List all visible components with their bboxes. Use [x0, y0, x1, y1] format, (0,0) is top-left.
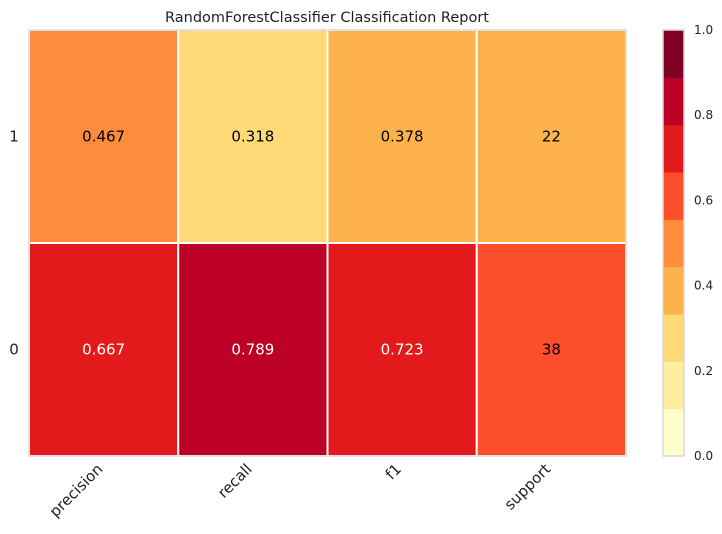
colorbar-tick-label: 0.2 [694, 364, 713, 378]
cell-value-label: 0.789 [231, 341, 274, 359]
x-tick-label: precision [46, 460, 107, 521]
heatmap-cell [177, 29, 329, 244]
cell-value-label: 0.723 [381, 341, 424, 359]
cell-value-label: 0.378 [381, 128, 424, 146]
y-axis: 10 [9, 128, 19, 359]
colorbar-tick-label: 1.0 [694, 23, 713, 37]
chart-title: RandomForestClassifier Classification Re… [165, 10, 489, 26]
heatmap-cell [475, 242, 627, 457]
heatmap: 0.467 0.318 0.378 22 0.667 0.789 0.723 38 [28, 29, 627, 457]
x-tick-label: f1 [382, 460, 405, 483]
colorbar-band [663, 408, 684, 457]
cell-value-label: 38 [542, 341, 561, 359]
colorbar-tick-label: 0.4 [694, 279, 713, 293]
colorbar: 0.0 0.2 0.4 0.6 0.8 1.0 [662, 23, 713, 463]
heatmap-cell [28, 242, 180, 457]
colorbar-band [663, 172, 684, 220]
y-tick-label: 1 [9, 128, 19, 146]
heatmap-cell [475, 29, 627, 244]
x-axis: precision recall f1 support [46, 460, 554, 521]
colorbar-band [663, 361, 684, 410]
colorbar-band [663, 30, 684, 78]
colorbar-band [663, 124, 684, 173]
colorbar-band [663, 77, 684, 126]
cell-value-label: 0.318 [231, 128, 274, 146]
plot-frame [28, 29, 627, 457]
heatmap-cell [28, 29, 180, 244]
cell-value-label: 0.667 [82, 341, 125, 359]
colorbar-frame [662, 29, 685, 457]
colorbar-tick-label: 0.0 [694, 449, 713, 463]
heatmap-cell [177, 242, 329, 457]
colorbar-band [663, 219, 684, 268]
colorbar-band [663, 266, 684, 315]
colorbar-tick-label: 0.6 [694, 193, 713, 207]
cell-value-label: 22 [542, 128, 561, 146]
cell-value-label: 0.467 [82, 128, 125, 146]
colorbar-band [663, 314, 684, 362]
colorbar-tick-label: 0.8 [694, 108, 713, 122]
x-tick-label: recall [214, 460, 256, 502]
y-tick-label: 0 [9, 341, 19, 359]
x-tick-label: support [501, 460, 555, 514]
